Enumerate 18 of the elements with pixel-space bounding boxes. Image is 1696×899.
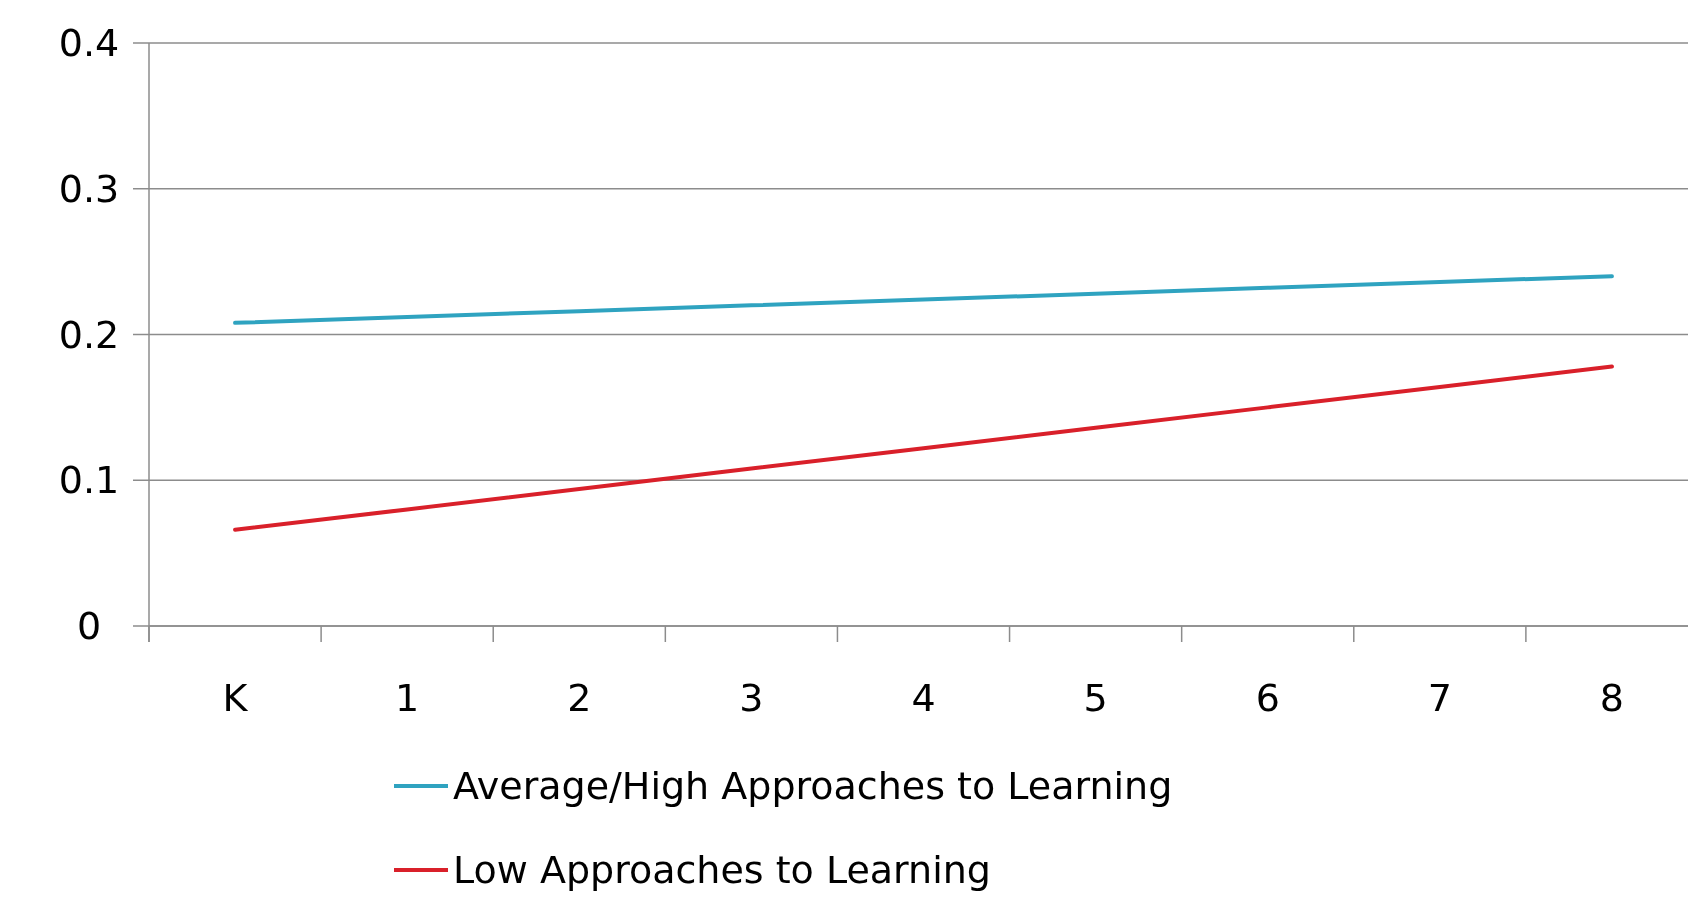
x-tick-label: 5 bbox=[1083, 676, 1108, 720]
x-tick-label: 1 bbox=[395, 676, 420, 720]
x-tick-label: 3 bbox=[739, 676, 764, 720]
line-series bbox=[233, 274, 1614, 325]
x-tick-label: 8 bbox=[1599, 676, 1625, 720]
x-tick-label: 7 bbox=[1427, 676, 1452, 720]
x-tick-label: 6 bbox=[1255, 676, 1280, 720]
legend-label: Average/High Approaches to Learning bbox=[453, 764, 1173, 808]
line-series bbox=[233, 364, 1614, 532]
y-tick-label: 0.2 bbox=[58, 312, 120, 357]
y-tick-label: 0.3 bbox=[58, 166, 120, 211]
y-tick-label: 0.4 bbox=[58, 21, 120, 65]
y-tick-label: 0.1 bbox=[58, 458, 120, 503]
legend-label: Low Approaches to Learning bbox=[453, 848, 991, 892]
x-tick-label: 4 bbox=[911, 676, 936, 720]
x-tick-label: K bbox=[222, 676, 249, 720]
x-tick-label: 2 bbox=[567, 676, 592, 720]
y-tick-label: 0 bbox=[76, 604, 102, 648]
